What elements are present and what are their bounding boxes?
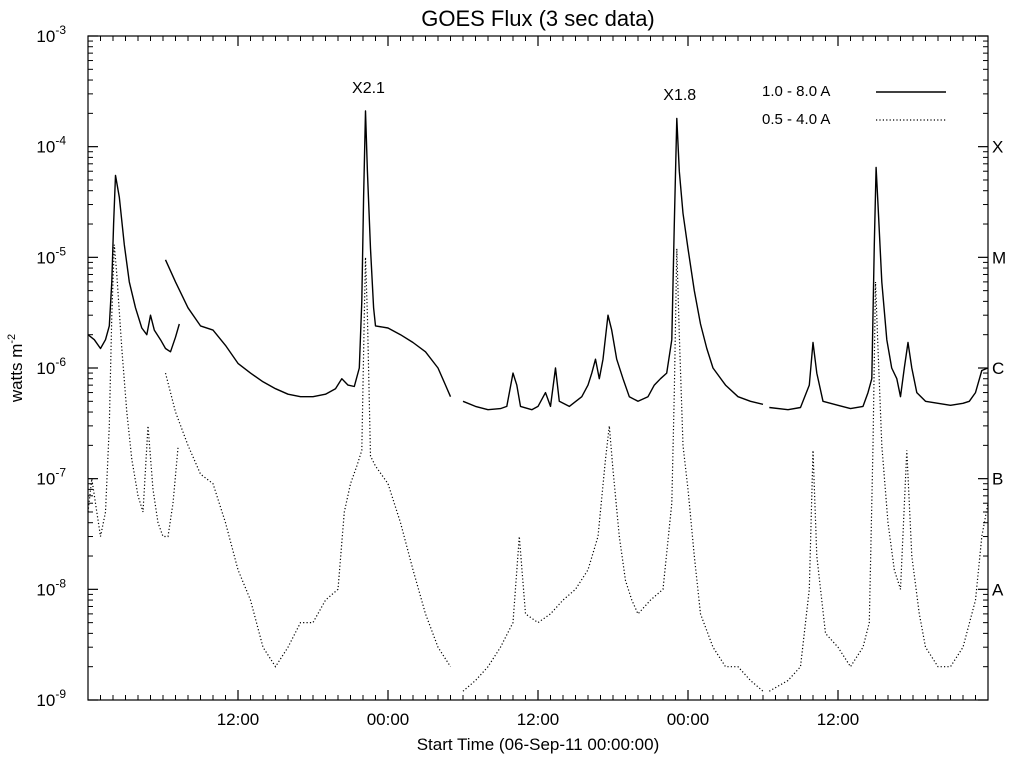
y-tick-label: 10-8 bbox=[36, 576, 66, 599]
y-tick-exponent: -3 bbox=[55, 23, 66, 37]
x-tick-label: 12:00 bbox=[817, 710, 860, 729]
x-axis-label: Start Time (06-Sep-11 00:00:00) bbox=[417, 735, 660, 754]
y-tick-exponent: -9 bbox=[55, 687, 66, 701]
flare-class-label: B bbox=[992, 470, 1003, 489]
y-tick-base: 10 bbox=[36, 691, 55, 710]
x-axis: 12:00 00:00 12:00 00:00 12:00 bbox=[100, 36, 976, 729]
flare-annotations: X2.1 X1.8 bbox=[352, 80, 696, 104]
flare-peak-label: X1.8 bbox=[663, 87, 696, 104]
y-tick-label: 10-3 bbox=[36, 23, 66, 46]
plot-frame bbox=[87, 35, 989, 701]
y-tick-base: 10 bbox=[36, 359, 55, 378]
y-axis-label: watts m-2 bbox=[6, 334, 26, 403]
flare-class-label: A bbox=[992, 580, 1004, 599]
x-tick-label: 00:00 bbox=[667, 710, 710, 729]
flare-class-label: C bbox=[992, 359, 1004, 378]
y-axis: 10-910-810-710-610-510-410-3 bbox=[36, 23, 988, 710]
chart-title: GOES Flux (3 sec data) bbox=[421, 6, 655, 31]
y-axis-label-sup: -2 bbox=[6, 334, 18, 344]
x-tick-label: 12:00 bbox=[517, 710, 560, 729]
flare-class-label: M bbox=[992, 248, 1006, 267]
y-tick-base: 10 bbox=[36, 470, 55, 489]
series-lines bbox=[87, 110, 989, 692]
x-tick-label: 12:00 bbox=[217, 710, 260, 729]
y-tick-exponent: -4 bbox=[55, 134, 66, 148]
y-tick-base: 10 bbox=[36, 27, 55, 46]
y-tick-label: 10-6 bbox=[36, 355, 66, 378]
y-tick-exponent: -6 bbox=[55, 355, 66, 369]
legend: 1.0 - 8.0 A 0.5 - 4.0 A bbox=[762, 83, 946, 128]
series-0.5-4.0A-line bbox=[87, 244, 989, 692]
series-1.0-8.0A-line bbox=[87, 110, 989, 411]
legend-label-dotted: 0.5 - 4.0 A bbox=[762, 111, 830, 128]
flare-peak-label: X2.1 bbox=[352, 80, 385, 97]
y-tick-base: 10 bbox=[36, 248, 55, 267]
y-tick-label: 10-7 bbox=[36, 466, 66, 489]
y-tick-exponent: -8 bbox=[55, 576, 66, 590]
y-tick-exponent: -7 bbox=[55, 466, 66, 480]
y-tick-exponent: -5 bbox=[55, 244, 66, 258]
y-tick-base: 10 bbox=[36, 138, 55, 157]
y-tick-label: 10-5 bbox=[36, 244, 66, 267]
x-tick-label: 00:00 bbox=[367, 710, 410, 729]
y-axis-label-main: watts m bbox=[7, 344, 26, 404]
y-tick-base: 10 bbox=[36, 580, 55, 599]
flare-class-scale: X M C B A bbox=[992, 138, 1006, 600]
y-tick-label: 10-9 bbox=[36, 687, 66, 710]
y-tick-label: 10-4 bbox=[36, 134, 66, 157]
legend-label-solid: 1.0 - 8.0 A bbox=[762, 83, 830, 100]
flare-class-label: X bbox=[992, 138, 1003, 157]
